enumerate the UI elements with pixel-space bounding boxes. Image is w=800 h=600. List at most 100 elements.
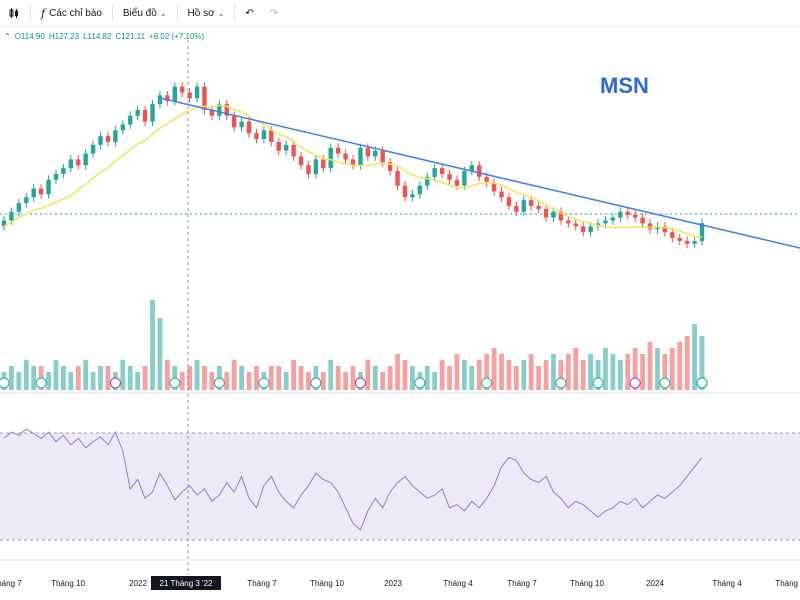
- volume-bar: [164, 360, 170, 390]
- candle: [31, 188, 36, 198]
- undo-button[interactable]: ↶: [237, 3, 261, 23]
- candlestick-icon[interactable]: [0, 3, 28, 23]
- candle: [142, 109, 148, 122]
- volume-bar: [16, 372, 22, 390]
- volume-bar: [53, 360, 59, 390]
- earnings-circle: [258, 377, 270, 389]
- volume-bar: [521, 360, 527, 390]
- candle: [469, 165, 475, 172]
- volume-bar: [75, 366, 81, 390]
- volume-bar: [46, 372, 51, 390]
- earnings-marker: [696, 377, 708, 389]
- candle: [76, 159, 81, 166]
- chart-menu-button[interactable]: Biểu đồ ⌄: [115, 3, 175, 23]
- candle: [202, 86, 207, 110]
- volume-bar: [350, 366, 356, 390]
- toolbar-divider: [30, 5, 31, 21]
- candle: [491, 182, 497, 192]
- earnings-circle: [629, 377, 641, 389]
- volume-bar: [461, 360, 467, 390]
- volume-bar: [120, 360, 126, 390]
- volume-bar: [558, 360, 564, 390]
- volume-bar: [647, 342, 653, 390]
- x-tick-label: Tháng 10: [310, 579, 344, 588]
- chart-menu-label: Biểu đồ: [122, 7, 157, 19]
- profile-menu-button[interactable]: Hồ sơ ⌄: [180, 3, 233, 23]
- candle: [135, 109, 140, 116]
- candle: [194, 86, 200, 99]
- volume-bar: [142, 366, 148, 390]
- moving-average-line: [3, 104, 703, 239]
- candle: [321, 159, 326, 169]
- candle: [254, 133, 259, 140]
- candle: [529, 200, 534, 206]
- candle: [358, 147, 363, 166]
- volume-bar: [320, 372, 326, 390]
- candle: [157, 95, 163, 105]
- events-layer: [0, 377, 708, 389]
- candle: [387, 162, 393, 172]
- volume-bar: [254, 366, 259, 390]
- indicators-button[interactable]: f Các chỉ báo: [33, 3, 110, 23]
- candle: [98, 136, 103, 145]
- toolbar-divider: [234, 5, 236, 21]
- earnings-circle: [414, 377, 426, 389]
- x-tick-label: 2024: [646, 579, 664, 588]
- volume-bar: [565, 354, 571, 390]
- trendline[interactable]: [159, 97, 800, 249]
- candle: [306, 165, 311, 174]
- candle: [447, 173, 452, 180]
- earnings-circle: [169, 377, 181, 389]
- candle: [566, 220, 571, 224]
- earnings-marker: [35, 377, 47, 389]
- volume-bar: [328, 360, 334, 390]
- volume-bar: [662, 354, 668, 390]
- volume-bar: [276, 366, 282, 390]
- crosshair-label-bg: [151, 576, 221, 590]
- candle: [53, 173, 59, 180]
- candle: [180, 86, 185, 93]
- chevron-up-icon[interactable]: ⌃: [4, 32, 11, 41]
- redo-icon: ↷: [269, 7, 279, 19]
- earnings-marker: [354, 377, 366, 389]
- candle: [558, 211, 564, 221]
- earnings-marker: [481, 377, 493, 389]
- candle: [217, 104, 222, 116]
- x-tick-label: Tháng 10: [51, 579, 85, 588]
- profile-menu-label: Hồ sơ: [187, 7, 215, 19]
- candle: [9, 211, 14, 221]
- volume-bar: [98, 366, 103, 390]
- volume-bar: [655, 348, 660, 390]
- volume-layer: [1, 300, 705, 390]
- earnings-circle: [354, 377, 366, 389]
- candle: [105, 136, 111, 142]
- volume-bar: [179, 372, 185, 390]
- earnings-marker: [629, 377, 641, 389]
- candle: [543, 208, 549, 218]
- x-tick-label: Tháng 7: [247, 579, 277, 588]
- volume-bar: [491, 348, 497, 390]
- candle: [432, 168, 437, 177]
- candle: [506, 197, 512, 206]
- candle: [46, 179, 51, 195]
- candle: [625, 211, 630, 215]
- low-value: L114.82: [83, 32, 112, 41]
- x-axis: Tháng 7 Tháng 10 2022 Tháng 7 Tháng 10 2023 Th…: [0, 579, 800, 588]
- volume-bar: [343, 372, 348, 390]
- toolbar-divider: [176, 5, 178, 21]
- volume-bar: [447, 366, 452, 390]
- volume-bar: [402, 360, 408, 390]
- volume-bar: [595, 360, 601, 390]
- candle: [373, 150, 378, 157]
- volume-bar: [603, 348, 608, 390]
- candle: [113, 130, 118, 142]
- toolbar-divider: [111, 5, 113, 21]
- redo-button[interactable]: ↷: [262, 3, 286, 23]
- volume-bar: [536, 366, 542, 390]
- volume-bar: [202, 366, 207, 390]
- volume-bar: [410, 366, 415, 390]
- crosshair-label: 21 Tháng 3 '22: [151, 576, 221, 590]
- indicators-label: Các chỉ báo: [49, 7, 102, 19]
- volume-bar: [617, 360, 623, 390]
